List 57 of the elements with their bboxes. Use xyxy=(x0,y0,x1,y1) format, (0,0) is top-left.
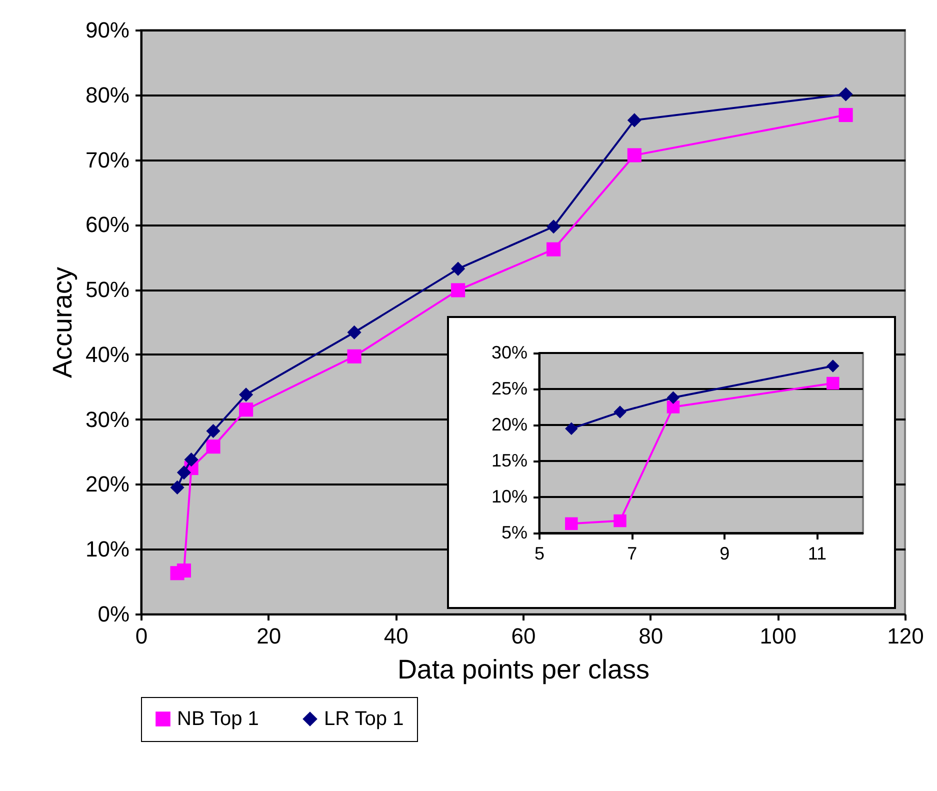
y-tick-label: 90% xyxy=(85,18,130,42)
y-tick-label: 15% xyxy=(491,450,528,470)
x-tick-label: 20 xyxy=(256,624,282,648)
y-tick-label: 50% xyxy=(85,277,130,302)
point xyxy=(565,422,578,435)
x-tick-label: 5 xyxy=(534,544,545,564)
x-tick-label: 80 xyxy=(638,624,664,648)
point xyxy=(838,87,853,102)
y-tick-label: 25% xyxy=(491,378,528,398)
point xyxy=(170,480,184,495)
point xyxy=(184,452,198,467)
point xyxy=(347,325,362,340)
point xyxy=(546,220,561,234)
point xyxy=(565,517,578,530)
y-tick-label: 30% xyxy=(85,406,130,432)
y-tick-label: 30% xyxy=(491,342,528,362)
point xyxy=(838,108,853,122)
y-tick-label: 20% xyxy=(491,414,528,434)
x-tick-label: 120 xyxy=(887,624,924,648)
point xyxy=(239,388,254,402)
x-tick-label: 60 xyxy=(511,624,536,648)
legend-label: LR Top 1 xyxy=(324,708,404,730)
point xyxy=(826,360,840,372)
x-tick-label: 100 xyxy=(760,624,797,648)
y-tick-label: 10% xyxy=(85,536,130,562)
x-tick-label: 7 xyxy=(627,544,638,564)
y-tick-label: 40% xyxy=(85,342,130,367)
y-tick-label: 70% xyxy=(85,147,130,172)
y-tick-label: 60% xyxy=(85,212,130,238)
point xyxy=(451,262,466,276)
point xyxy=(627,148,642,162)
y-axis-title: Accuracy xyxy=(47,266,78,378)
y-tick-label: 20% xyxy=(85,472,130,497)
point xyxy=(206,440,220,454)
x-tick-label: 11 xyxy=(808,544,827,564)
point xyxy=(176,466,192,480)
point xyxy=(666,391,680,404)
y-tick-label: 10% xyxy=(491,486,528,506)
point xyxy=(206,424,220,438)
point xyxy=(239,402,254,417)
point xyxy=(614,406,626,418)
y-tick-label: 80% xyxy=(85,82,130,108)
x-tick-label: 9 xyxy=(720,544,730,564)
y-tick-label: 5% xyxy=(501,522,528,542)
point xyxy=(826,376,840,390)
legend-label: NB Top 1 xyxy=(177,708,259,730)
point xyxy=(176,563,192,578)
point xyxy=(614,514,626,528)
y-tick-label: 0% xyxy=(98,602,130,626)
point xyxy=(347,349,362,364)
x-tick-label: 40 xyxy=(384,624,408,648)
point xyxy=(451,283,466,298)
x-axis-title: Data points per class xyxy=(397,654,650,684)
point xyxy=(627,113,642,128)
x-tick-label: 0 xyxy=(135,624,148,648)
point xyxy=(546,242,561,256)
point xyxy=(666,400,680,414)
